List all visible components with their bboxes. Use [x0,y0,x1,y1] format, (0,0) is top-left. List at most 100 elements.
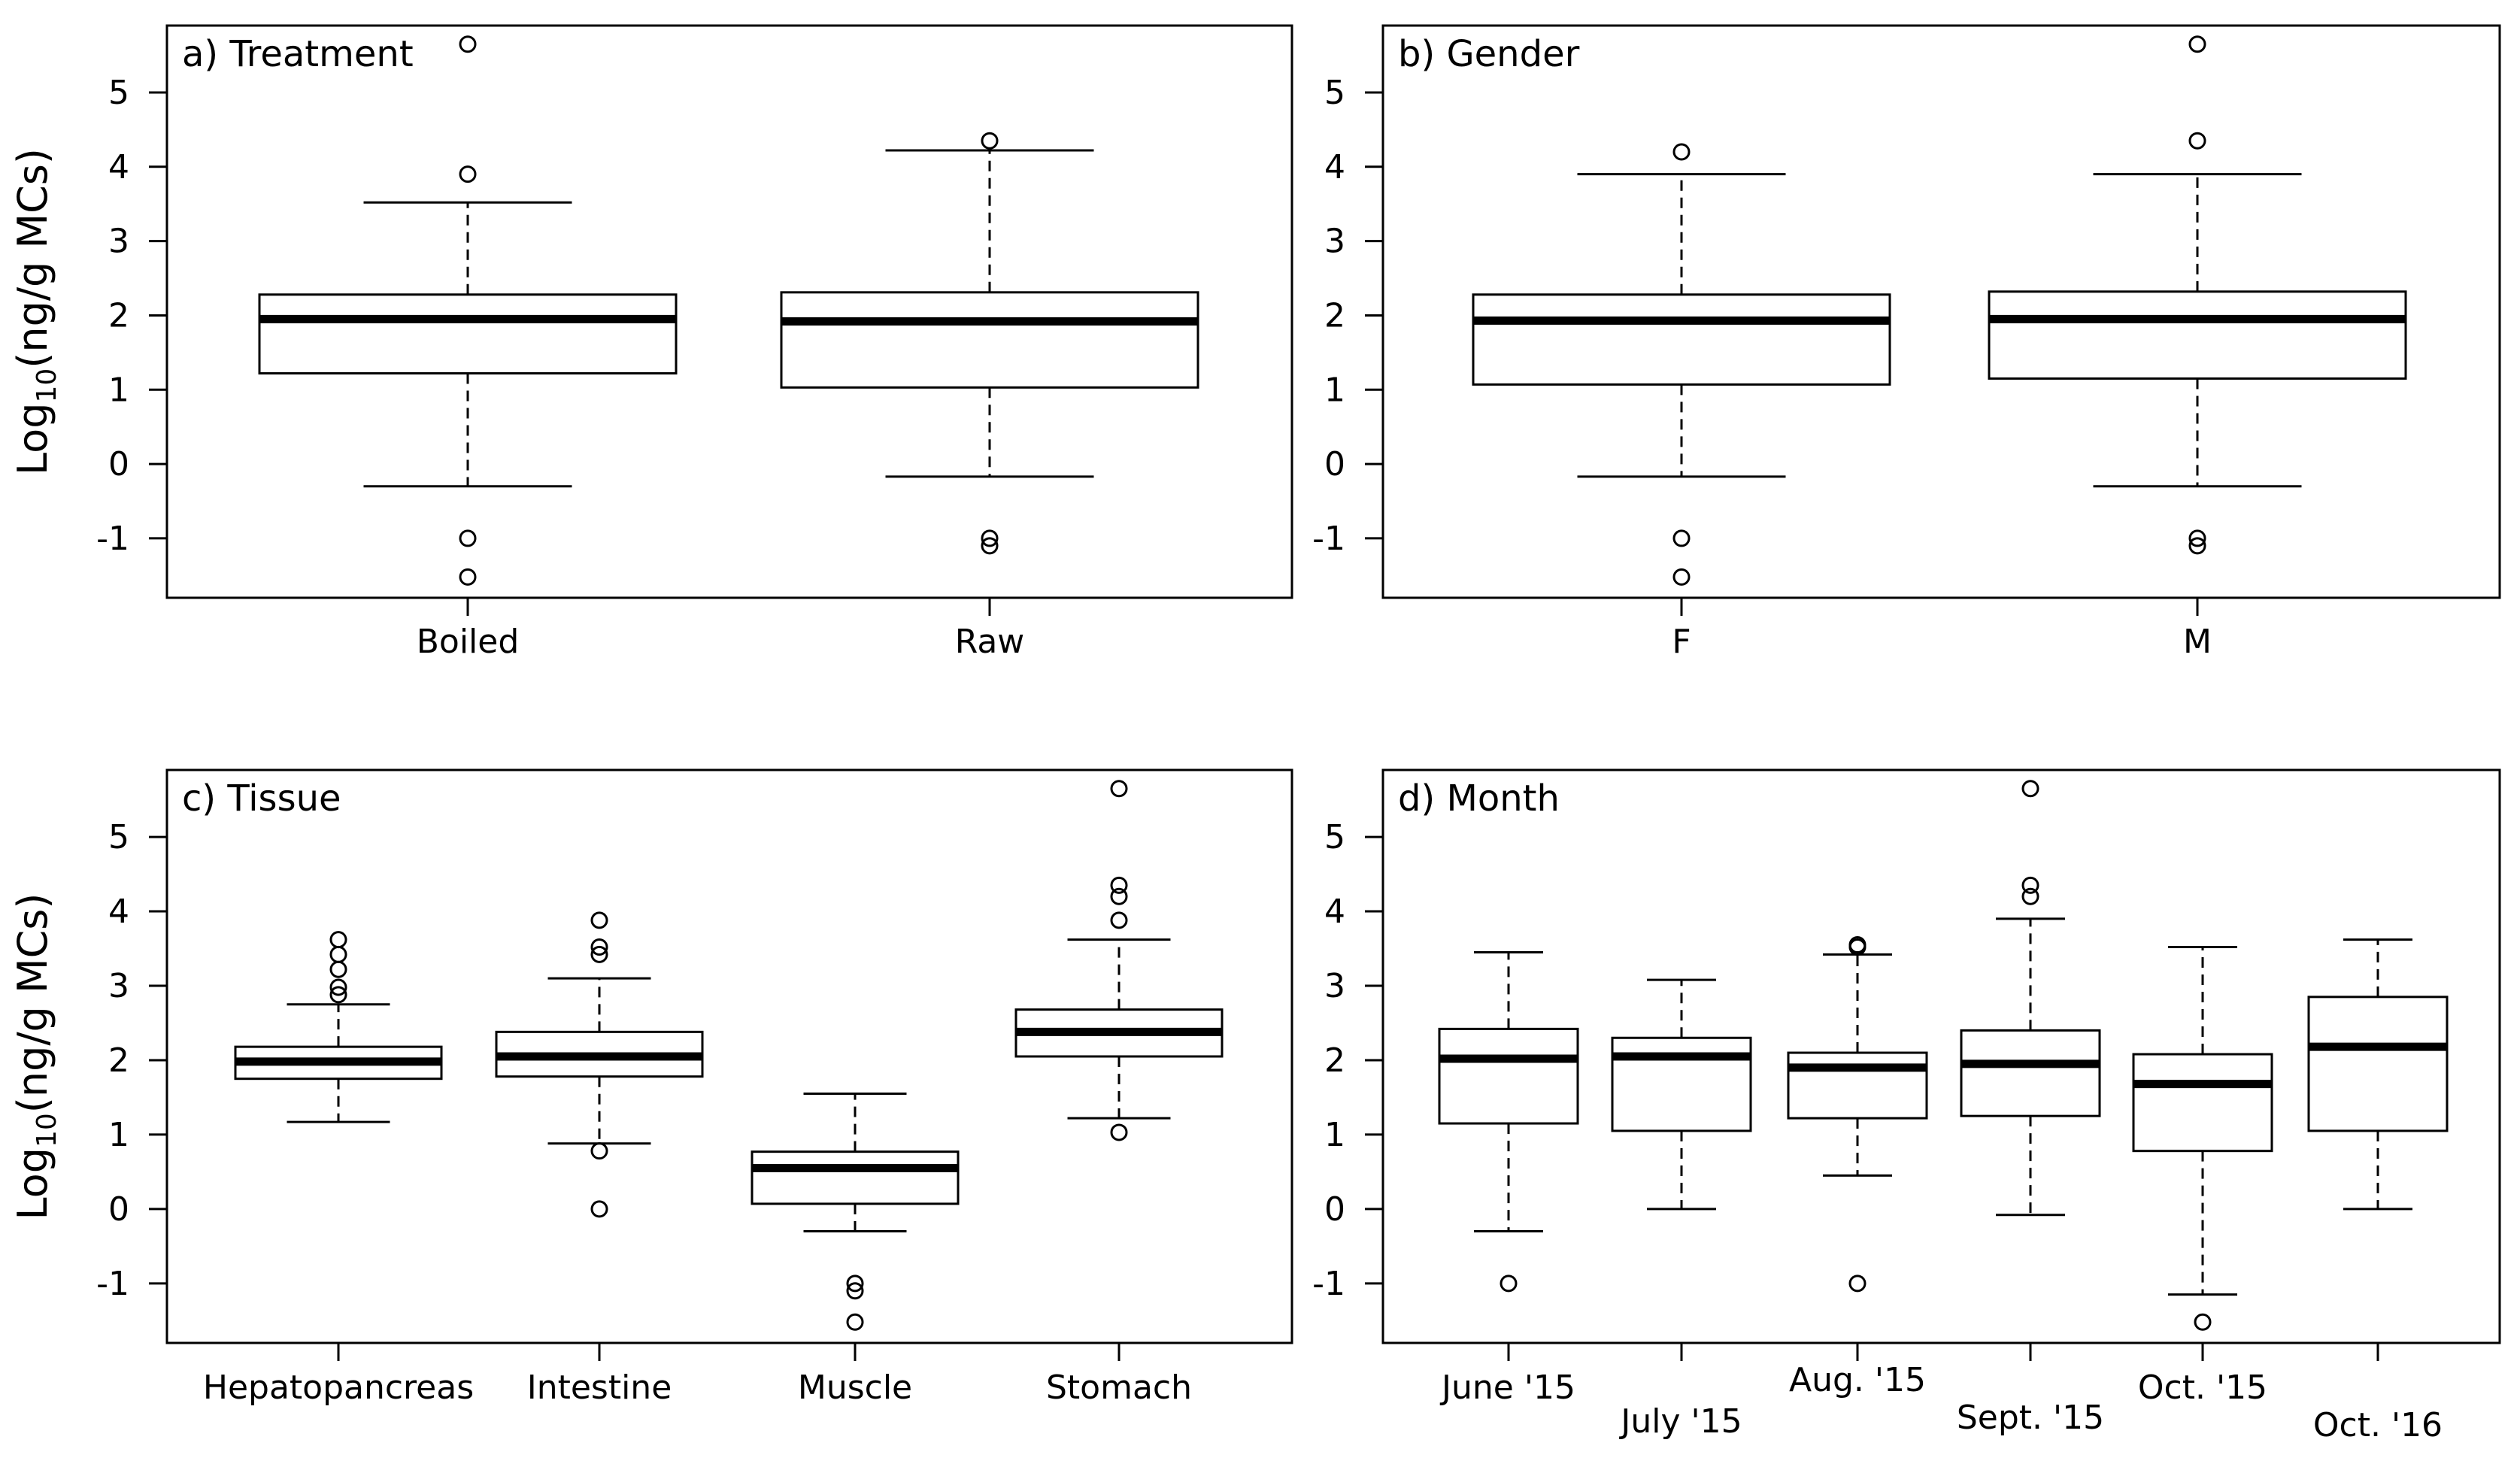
y-tick-label: 4 [1324,893,1345,931]
iqr-box [2307,996,2449,1132]
plot-frame [165,768,1293,1344]
y-tick-label: 3 [1324,223,1345,261]
iqr-box [2132,1053,2273,1153]
outlier-point [590,945,608,963]
x-tick-label: Oct. '16 [2313,1406,2443,1444]
iqr-box [1960,1029,2101,1117]
outlier-point [981,132,999,150]
y-tick-label: 5 [108,818,129,856]
y-tick-label: 2 [1324,1041,1345,1080]
iqr-box [1438,1027,1579,1125]
x-tick-label: Sept. '15 [1957,1399,2104,1437]
y-tick-label: 4 [1324,148,1345,186]
outlier-point [329,978,347,996]
outlier-point [2194,1313,2212,1331]
x-tick-label: Muscle [798,1368,912,1407]
box-july-15 [1611,978,1752,1211]
iqr-box [258,293,678,375]
outlier-point [590,1142,608,1160]
panel-title: b) Gender [1398,33,1580,75]
outlier-point [1110,1123,1128,1141]
outlier-point [1500,1275,1518,1293]
y-tick-label: 2 [108,296,129,335]
box-m [1988,35,2407,555]
outlier-point [1110,887,1128,905]
x-tick-label: June '15 [1439,1368,1575,1407]
y-tick-label: -1 [1312,1265,1345,1303]
outlier-point [459,529,477,547]
y-axis-label: Log10(ng/g MCs) [9,148,62,475]
outlier-point [590,911,608,929]
outlier-point [1110,876,1128,894]
y-tick-label: 3 [1324,967,1345,1005]
x-tick-label: Intestine [527,1368,672,1407]
x-tick-label: Oct. '15 [2138,1368,2267,1407]
box-oct-16 [2307,938,2449,1211]
outlier-point [846,1313,864,1331]
box-raw [780,132,1199,555]
y-tick-label: 5 [1324,74,1345,112]
y-tick-label: 1 [1324,371,1345,409]
y-tick-label: 1 [108,1116,129,1154]
panel-tissue: -1 0 1 2 3 4 5 Log10(ng/g MCs) c) Tissue Hepatopa… [9,768,1293,1407]
outlier-point [2188,132,2206,150]
box-aug-15 [1787,936,1928,1293]
y-tick-label: 0 [1324,1190,1345,1229]
iqr-box [751,1150,960,1205]
y-tick-label: 0 [108,445,129,483]
panel-title: a) Treatment [182,33,414,75]
x-tick-label: Boiled [417,623,520,661]
y-axis-label: Log10(ng/g MCs) [9,893,62,1220]
y-tick-label: 5 [108,74,129,112]
box-stomach [1014,780,1224,1141]
outlier-point [846,1282,864,1300]
y-tick-label: -1 [96,1265,129,1303]
y-tick-label: 4 [108,148,129,186]
outlier-point [2021,780,2039,798]
panel-gender: -1 0 1 2 3 4 5 b) Gender F M [1312,24,2501,661]
x-tick-label: Aug. '15 [1789,1361,1926,1399]
panel-title: d) Month [1398,777,1560,820]
y-tick-label: 1 [1324,1116,1345,1154]
outlier-point [981,529,999,547]
box-muscle [751,1092,960,1331]
iqr-box [1611,1036,1752,1132]
outlier-point [329,986,347,1004]
outlier-point [459,165,477,183]
outlier-point [1110,780,1128,798]
outlier-point [459,35,477,53]
y-tick-label: -1 [96,520,129,558]
y-tick-label: 1 [108,371,129,409]
outlier-point [1672,529,1691,547]
y-tick-label: 2 [1324,296,1345,335]
box-f [1472,143,1891,586]
y-tick-label: 3 [108,967,129,1005]
x-tick-label: Raw [955,623,1025,661]
iqr-box [1472,293,1891,386]
y-tick-label: 4 [108,893,129,931]
outlier-point [1110,911,1128,929]
box-oct-15 [2132,946,2273,1331]
outlier-point [329,945,347,963]
outlier-point [2188,35,2206,53]
x-tick-label: Stomach [1046,1368,1192,1407]
x-tick-label: July '15 [1618,1402,1742,1441]
iqr-box [1787,1051,1928,1120]
outlier-point [2188,537,2206,555]
outlier-point [1848,1275,1866,1293]
iqr-box [780,291,1199,389]
outlier-point [590,1200,608,1218]
outlier-point [2021,876,2039,894]
outlier-point [846,1275,864,1293]
y-tick-label: 0 [1324,445,1345,483]
outlier-point [2188,529,2206,547]
plot-frame [165,24,1293,599]
box-sept-15 [1960,780,2101,1217]
outlier-point [329,931,347,949]
panel-treatment: -1 0 1 2 3 4 5 Log10(ng/g MCs) a) Treatment Boile… [9,24,1293,661]
outlier-point [1672,143,1691,161]
plot-frame [1381,768,2501,1344]
x-tick-label: M [2183,623,2212,661]
y-tick-label: 3 [108,223,129,261]
